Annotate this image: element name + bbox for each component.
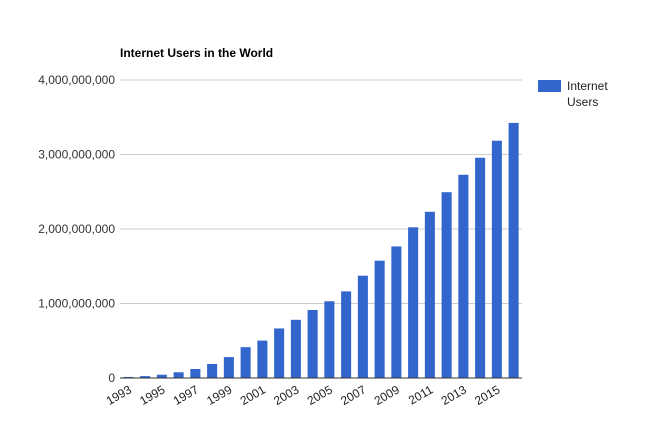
- bar-1993: [123, 376, 134, 378]
- bar-2013: [458, 174, 469, 378]
- x-tick-label: 2003: [271, 382, 301, 408]
- legend-label-line: Internet: [567, 79, 608, 93]
- y-tick-label: 0: [108, 371, 115, 385]
- chart-title: Internet Users in the World: [120, 46, 273, 60]
- bar-2014: [475, 157, 486, 378]
- legend: Internet Users: [538, 79, 608, 109]
- x-tick-label: 2015: [472, 382, 502, 408]
- y-tick-label: 4,000,000,000: [38, 73, 115, 87]
- x-tick-label: 2009: [372, 382, 402, 408]
- bar-1999: [223, 357, 234, 378]
- bar-2009: [391, 246, 402, 378]
- bar-2005: [324, 301, 335, 378]
- y-axis-ticks: 0 1,000,000,000 2,000,000,000 3,000,000,000…: [38, 73, 115, 385]
- x-tick-label: 2011: [406, 382, 436, 407]
- bar-2004: [307, 309, 318, 378]
- x-tick-label: 2007: [338, 382, 368, 408]
- bar-1994: [140, 376, 151, 378]
- legend-label-line: Users: [567, 95, 598, 109]
- x-tick-label: 2013: [439, 382, 469, 408]
- bar-1998: [207, 363, 218, 378]
- bar-2010: [408, 227, 419, 378]
- bar-1995: [156, 374, 167, 378]
- bar-1997: [190, 368, 201, 378]
- x-tick-label: 1993: [104, 382, 134, 408]
- x-tick-label: 1997: [171, 382, 201, 408]
- y-tick-label: 3,000,000,000: [38, 148, 115, 162]
- x-tick-label: 1999: [204, 382, 234, 408]
- legend-label: Internet Users: [567, 79, 608, 109]
- bar-2006: [341, 291, 352, 378]
- bar-2016: [508, 122, 519, 378]
- legend-swatch: [538, 80, 561, 92]
- bar-2002: [274, 328, 285, 378]
- x-axis-ticks: 1993 1995 1997 1999 2001 2003 2005 2007 2009 2011…: [104, 382, 503, 408]
- bar-2003: [290, 319, 301, 378]
- x-tick-label: 2001: [238, 382, 268, 408]
- x-tick-label: 1995: [137, 382, 167, 408]
- bar-2008: [374, 260, 385, 378]
- y-tick-label: 2,000,000,000: [38, 222, 115, 236]
- bar-2012: [441, 192, 452, 378]
- bar-2007: [357, 275, 368, 378]
- grid-lines: [120, 79, 522, 304]
- bars: [123, 122, 519, 378]
- x-tick-label: 2005: [305, 382, 335, 408]
- bar-2001: [257, 340, 268, 378]
- bar-2000: [240, 347, 251, 378]
- bar-2015: [491, 140, 502, 378]
- bar-2011: [424, 211, 435, 378]
- bar-1996: [173, 372, 184, 378]
- y-tick-label: 1,000,000,000: [38, 297, 115, 311]
